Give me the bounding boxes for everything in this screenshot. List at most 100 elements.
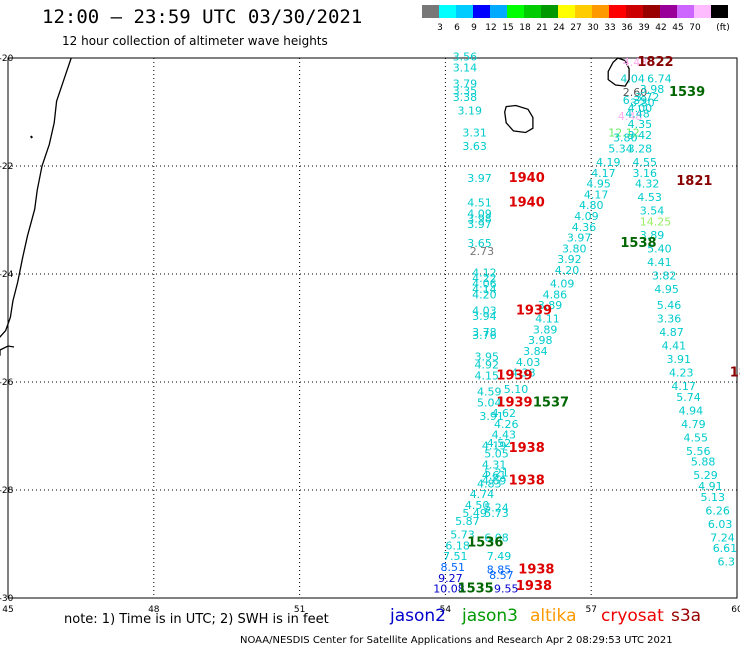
legend-swatch xyxy=(490,5,507,18)
wave-height-label: 4.35 xyxy=(628,118,653,131)
coastlines xyxy=(0,57,630,356)
wave-height-label: 4.62 xyxy=(492,407,517,420)
pass-time-label: 1938 xyxy=(516,579,552,594)
wave-height-label: 3.91 xyxy=(667,353,692,366)
wave-height-label: 14.25 xyxy=(640,215,672,228)
y-tick-label: -20 xyxy=(0,54,14,64)
wave-height-label: 3.98 xyxy=(528,334,553,347)
wave-height-label: 4.83 xyxy=(477,477,502,490)
graticule xyxy=(8,58,737,598)
wave-height-label: 3.42 xyxy=(628,129,653,142)
wave-height-label: 4.31 xyxy=(482,458,507,471)
wave-height-label: 12.12 xyxy=(608,126,640,139)
wave-height-label: 3.94 xyxy=(472,310,497,323)
wave-height-label: 4.36 xyxy=(572,221,597,234)
wave-height-label: 3.97 xyxy=(467,172,492,185)
legend-label: 27 xyxy=(570,23,582,33)
legend-label: 70 xyxy=(689,23,701,33)
wave-height-label: 3.36 xyxy=(657,313,682,326)
legend-swatch xyxy=(660,5,677,18)
wave-height-label: 4.41 xyxy=(647,256,672,269)
wave-height-label: 4.17 xyxy=(591,167,616,180)
wave-height-label: 6.08 xyxy=(484,531,509,544)
islet xyxy=(30,135,33,139)
wave-height-label: 4.79 xyxy=(681,418,706,431)
legend-swatch xyxy=(473,5,490,18)
pass-time-label: 1538 xyxy=(620,236,656,251)
legend-swatch xyxy=(439,5,456,18)
wave-height-label: 5.10 xyxy=(504,383,528,396)
wave-height-label: 4.17 xyxy=(584,188,609,201)
wave-height-label: 6.3 xyxy=(718,556,736,569)
wave-height-label: 3.63 xyxy=(462,140,487,153)
satellite-name: altika xyxy=(530,606,577,626)
wave-height-label: 4.14 xyxy=(472,283,497,296)
wave-height-label: 3.95 xyxy=(475,350,500,363)
wave-height-label: 6.18 xyxy=(445,539,470,552)
pass-time-label: 1821 xyxy=(676,174,712,189)
wave-height-label: 3.92 xyxy=(557,253,582,266)
y-tick-label: -28 xyxy=(0,486,14,496)
y-tick-label: -24 xyxy=(0,270,14,280)
wave-height-label: 3.80 xyxy=(562,242,587,255)
wave-height-label: 4.95 xyxy=(654,283,679,296)
wave-height-label: 5.46 xyxy=(657,299,682,312)
wave-height-labels: 3.563.14 3.793.353.383.19 3.313.63 3.97 4.51… xyxy=(433,51,737,596)
wave-height-label: 3.78 xyxy=(472,326,497,339)
wave-height-label: 4.52 xyxy=(487,437,512,450)
wave-height-label: 4.50 xyxy=(465,499,490,512)
wave-height-label: 4.09 xyxy=(467,207,492,220)
pass-time-label: 18 xyxy=(730,366,740,381)
pass-time-label: 1938 xyxy=(509,474,545,489)
wave-height-label: 4.94 xyxy=(679,404,704,417)
legend-label: 9 xyxy=(471,23,477,33)
wave-height-label: 6.39 xyxy=(623,94,648,107)
wave-height-label: 4.55 xyxy=(633,156,658,169)
wave-height-label: 3.84 xyxy=(523,345,548,358)
wave-height-label: 4.03 xyxy=(472,305,497,318)
wave-height-label: 3.98 xyxy=(640,83,665,96)
wave-height-label: 5.29 xyxy=(693,469,718,482)
wave-height-label: 3.89 xyxy=(538,299,563,312)
legend-swatch xyxy=(575,5,592,18)
wave-height-label: 3.56 xyxy=(453,51,478,64)
wave-height-label: 9.55 xyxy=(494,583,519,596)
legend-label: 15 xyxy=(502,23,514,33)
wave-height-label: 5.24 xyxy=(484,502,509,515)
pass-time-label: 1938 xyxy=(509,441,545,456)
wave-height-label: 3.19 xyxy=(458,105,483,118)
x-tick-label: 45 xyxy=(2,605,13,615)
legend-label: 36 xyxy=(621,23,633,33)
wave-height-label: 4.06 xyxy=(472,278,497,291)
wave-height-label: 4.00 xyxy=(628,102,653,115)
x-tick-label: 51 xyxy=(294,605,305,615)
wave-height-label: 6.26 xyxy=(705,504,730,517)
pass-time-label: 1535 xyxy=(458,582,494,597)
wave-height-label: 2.73 xyxy=(470,245,495,258)
pass-time-label: 1539 xyxy=(669,85,705,100)
wave-height-label: 4.03 xyxy=(516,356,541,369)
map-frame xyxy=(7,57,738,599)
wave-height-label: 3.89 xyxy=(533,323,558,336)
wave-height-label: 6.74 xyxy=(647,72,672,85)
wave-height-label: 4.80 xyxy=(579,199,604,212)
legend-label: 33 xyxy=(604,23,616,33)
wave-height-label: 3.82 xyxy=(652,269,677,282)
map-subtitle: 12 hour collection of altimeter wave hei… xyxy=(62,34,328,48)
credit-line: NOAA/NESDIS Center for Satellite Applica… xyxy=(240,635,673,646)
wave-height-label: 4.86 xyxy=(543,288,568,301)
wave-height-label: 4.19 xyxy=(482,440,507,453)
madagascar-coast xyxy=(0,57,72,356)
wave-height-label: 5.49 xyxy=(462,507,487,520)
x-tick-label: 60 xyxy=(731,605,740,615)
legend-label: 45 xyxy=(672,23,684,33)
wave-height-label: 10.08 xyxy=(433,583,465,596)
wave-height-label: 4.95 xyxy=(586,178,611,191)
wave-height-label: 5.73 xyxy=(484,507,509,520)
pass-time-label: 1822 xyxy=(637,55,673,70)
wave-height-label: 4.48 xyxy=(625,107,650,120)
wave-height-label: 3.35 xyxy=(453,85,478,98)
wave-height-label: 5.40 xyxy=(647,242,672,255)
wave-height-label: 4.92 xyxy=(475,359,500,372)
pass-time-label: 1939 xyxy=(496,368,532,383)
